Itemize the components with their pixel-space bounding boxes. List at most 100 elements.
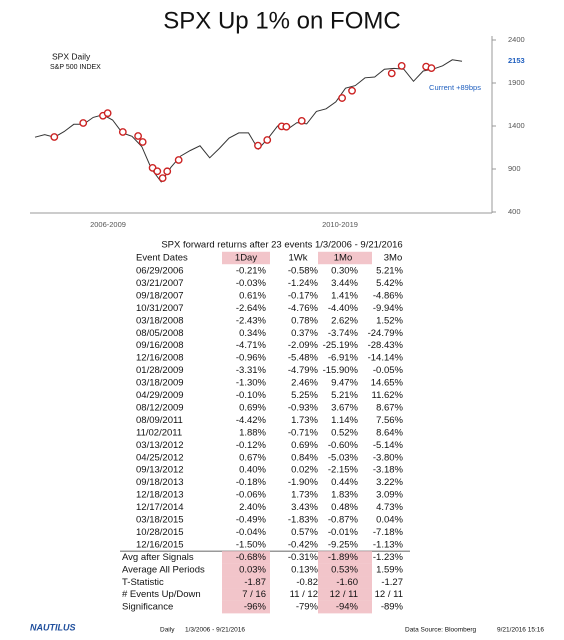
event-marker — [254, 141, 262, 150]
event-marker — [118, 128, 127, 136]
highlight-cell — [222, 551, 270, 564]
table-cell: -1.83% — [288, 515, 319, 526]
table-header: Event Dates — [136, 253, 188, 264]
table-cell: 0.34% — [239, 328, 266, 339]
event-marker — [153, 167, 162, 176]
table-cell: 08/05/2008 — [136, 328, 184, 339]
table-cell: 1.59% — [376, 564, 403, 575]
y-tick-label: 900 — [508, 164, 521, 173]
table-cell: -1.27 — [381, 577, 403, 588]
table-title: SPX forward returns after 23 events 1/3/… — [161, 240, 402, 251]
highlight-cell — [318, 551, 372, 564]
table-cell: -4.79% — [288, 365, 319, 376]
table-cell: 0.13% — [291, 564, 318, 575]
table-cell: -0.18% — [236, 477, 267, 488]
event-marker — [158, 174, 167, 183]
highlight-cell — [318, 251, 372, 265]
table-cell: -9.25% — [328, 539, 359, 550]
table-cell: -3.18% — [373, 465, 404, 476]
table-cell: 12 / 11 — [330, 589, 358, 600]
table-cell: -0.03% — [236, 278, 267, 289]
table-cell: -0.05% — [373, 365, 404, 376]
table-cell: 08/12/2009 — [136, 402, 184, 413]
table-cell: 12/16/2008 — [136, 353, 184, 364]
table-cell: T-Statistic — [122, 577, 164, 588]
current-note: Current +89bps — [429, 83, 481, 92]
table-cell: Significance — [122, 602, 173, 613]
table-cell: 9.47% — [331, 378, 358, 389]
table-cell: 11.62% — [371, 390, 403, 401]
table-cell: -2.09% — [288, 340, 319, 351]
table-cell: 7 / 16 — [242, 589, 266, 600]
table-cell: 0.69% — [239, 402, 266, 413]
event-marker — [138, 138, 147, 146]
table-cell: -0.31% — [288, 552, 319, 563]
table-cell: 5.21% — [376, 266, 403, 277]
table-cell: -0.06% — [236, 490, 267, 501]
table-cell: -4.42% — [236, 415, 267, 426]
table-cell: 0.53% — [331, 564, 358, 575]
table-cell: 09/18/2013 — [136, 477, 184, 488]
chart-subtitle: S&P 500 INDEX — [50, 64, 101, 71]
event-marker — [50, 133, 59, 141]
event-marker — [282, 122, 291, 131]
event-marker — [163, 167, 172, 176]
table-cell: 03/21/2007 — [136, 278, 184, 289]
table-cell: -89% — [381, 602, 404, 613]
table-cell: 3.22% — [376, 477, 403, 488]
table-cell: -5.48% — [288, 353, 319, 364]
y-tick-label: 1900 — [508, 78, 525, 87]
table-cell: -0.96% — [236, 353, 267, 364]
footer-range: 1/3/2006 - 9/21/2016 — [185, 627, 245, 634]
event-marker — [427, 64, 436, 73]
table-cell: 0.52% — [331, 427, 358, 438]
highlight-cell — [318, 576, 372, 589]
table-cell: -0.71% — [288, 427, 319, 438]
price-line — [34, 59, 463, 183]
table-cell: 0.30% — [331, 266, 358, 277]
highlight-cell — [222, 588, 270, 601]
table-cell: 03/18/2008 — [136, 315, 184, 326]
table-cell: -5.03% — [328, 452, 359, 463]
table-cell: -0.87% — [328, 515, 359, 526]
table-cell: 09/18/2007 — [136, 290, 184, 301]
logo: NAUTILUS — [30, 622, 76, 632]
table-cell: 1.83% — [331, 490, 358, 501]
table-cell: 5.25% — [291, 390, 318, 401]
table-cell: 0.04% — [376, 515, 403, 526]
table-cell: -4.76% — [288, 303, 319, 314]
table-cell: 10/28/2015 — [136, 527, 184, 538]
table-cell: 03/13/2012 — [136, 440, 184, 451]
table-cell: -4.40% — [328, 303, 359, 314]
highlight-cell — [318, 588, 372, 601]
table-cell: -1.30% — [236, 378, 267, 389]
table-cell: Average All Periods — [122, 564, 205, 575]
table-cell: 04/25/2012 — [136, 452, 184, 463]
series-label: SPX Daily — [52, 51, 91, 61]
table-cell: -0.10% — [236, 390, 267, 401]
table-cell: 0.78% — [291, 315, 318, 326]
table-cell: -2.15% — [328, 465, 359, 476]
table-cell: -1.23% — [373, 552, 404, 563]
table-cell: -1.90% — [288, 477, 319, 488]
highlight-cell — [318, 563, 372, 577]
table-cell: 8.67% — [376, 402, 403, 413]
table-header: 3Mo — [384, 253, 402, 264]
table-cell: -1.60 — [336, 577, 358, 588]
table-cell: -14.14% — [368, 353, 404, 364]
table-cell: 0.84% — [291, 452, 318, 463]
table-cell: 1.73% — [291, 415, 318, 426]
current-value: 2153 — [508, 56, 525, 65]
table-cell: -0.58% — [288, 266, 319, 277]
event-marker — [174, 156, 183, 164]
table-cell: 2.62% — [331, 315, 358, 326]
table-cell: 0.40% — [239, 465, 266, 476]
event-marker — [348, 86, 356, 95]
table-cell: -1.50% — [236, 539, 267, 550]
highlight-cell — [222, 563, 270, 577]
footer-timestamp: 9/21/2016 15:16 — [497, 627, 544, 634]
table-cell: 0.61% — [239, 290, 266, 301]
footer-source: Data Source: Bloomberg — [405, 627, 477, 634]
event-marker — [79, 119, 88, 127]
table-cell: -0.68% — [236, 552, 267, 563]
